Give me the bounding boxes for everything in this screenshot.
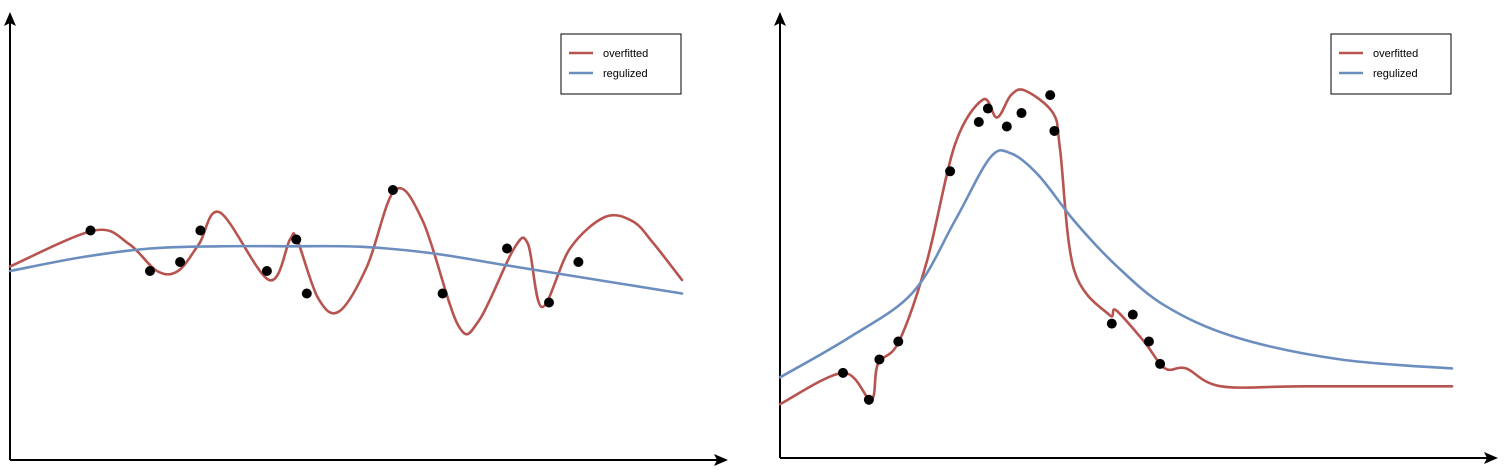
data-point	[973, 117, 984, 127]
data-point	[544, 297, 554, 308]
data-point	[1049, 125, 1060, 136]
data-point	[573, 257, 584, 267]
data-point	[893, 336, 904, 347]
overfitted-line	[778, 88, 1454, 406]
data-point	[291, 234, 302, 245]
legend-label-overfitted: overfitted	[603, 48, 648, 60]
data-point	[261, 266, 272, 276]
legend-label-overfitted: overfitted	[1373, 48, 1418, 60]
data-point	[1127, 309, 1138, 320]
data-point	[1143, 336, 1154, 347]
regularized-line	[778, 148, 1454, 379]
data-point	[175, 257, 186, 267]
legend: overfitted regulized	[560, 33, 682, 95]
data-point	[1016, 108, 1027, 119]
x-axis-arrow	[1484, 452, 1498, 464]
legend-box	[560, 33, 682, 95]
data-point	[502, 243, 512, 254]
data-point	[145, 266, 155, 276]
data-point	[1155, 358, 1166, 369]
data-point	[945, 166, 956, 177]
y-axis-arrow	[4, 12, 16, 26]
y-axis-arrow	[774, 12, 786, 26]
legend: overfitted regulized	[1330, 33, 1452, 95]
legend-label-regularized: regulized	[603, 68, 648, 80]
data-point	[195, 225, 206, 236]
data-point	[1001, 121, 1012, 132]
chart-panel-1: overfitted regulized	[4, 12, 728, 466]
x-axis-arrow	[714, 454, 728, 466]
data-point	[982, 103, 993, 114]
data-point	[874, 354, 885, 365]
chart-panel-2: overfitted regulized	[774, 12, 1498, 464]
data-point	[838, 367, 848, 378]
data-point	[863, 394, 874, 405]
legend-label-regularized: regulized	[1373, 68, 1418, 80]
legend-box	[1330, 33, 1452, 95]
overfitted-line	[8, 186, 684, 336]
data-point	[85, 225, 96, 236]
data-point	[387, 185, 398, 195]
regularized-line	[8, 244, 684, 295]
data-point	[1045, 90, 1056, 101]
data-point	[301, 288, 312, 299]
data-point	[437, 288, 448, 299]
data-point	[1106, 318, 1117, 329]
